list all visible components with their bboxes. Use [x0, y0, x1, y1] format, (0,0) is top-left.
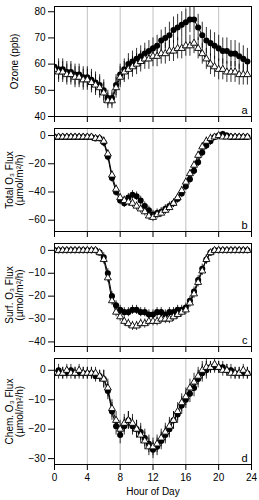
svg-text:−60: −60 — [29, 214, 46, 225]
svg-text:70: 70 — [34, 32, 46, 43]
svg-text:20: 20 — [213, 472, 225, 483]
svg-text:−20: −20 — [29, 423, 46, 434]
svg-text:Surf. O₃ Flux(µmol/m²/h): Surf. O₃ Flux(µmol/m²/h) — [4, 266, 25, 323]
svg-text:−40: −40 — [29, 336, 46, 347]
svg-text:−40: −40 — [29, 186, 46, 197]
svg-text:d: d — [241, 452, 247, 464]
svg-text:0: 0 — [52, 472, 58, 483]
svg-text:0: 0 — [40, 245, 46, 256]
svg-text:−10: −10 — [29, 267, 46, 278]
svg-text:−20: −20 — [29, 158, 46, 169]
svg-text:60: 60 — [34, 58, 46, 69]
svg-text:−20: −20 — [29, 290, 46, 301]
svg-text:−10: −10 — [29, 394, 46, 405]
svg-text:c: c — [242, 334, 248, 346]
svg-text:4: 4 — [85, 472, 91, 483]
svg-text:Total O₃ Flux(µmol/m²/h): Total O₃ Flux(µmol/m²/h) — [4, 151, 25, 208]
svg-text:a: a — [241, 104, 248, 116]
svg-text:−30: −30 — [29, 313, 46, 324]
svg-text:8: 8 — [117, 472, 123, 483]
svg-text:−30: −30 — [29, 453, 46, 464]
svg-text:Hour of Day: Hour of Day — [126, 486, 179, 497]
svg-text:80: 80 — [34, 6, 46, 17]
svg-text:24: 24 — [246, 472, 258, 483]
svg-text:16: 16 — [180, 472, 192, 483]
svg-text:40: 40 — [34, 111, 46, 122]
svg-text:Ozone (ppb): Ozone (ppb) — [9, 34, 20, 90]
svg-text:Chem. O₃ Flux(µmol/m²/h): Chem. O₃ Flux(µmol/m²/h) — [4, 379, 25, 445]
svg-text:0: 0 — [40, 130, 46, 141]
svg-text:12: 12 — [147, 472, 159, 483]
svg-text:50: 50 — [34, 85, 46, 96]
svg-text:0: 0 — [40, 364, 46, 375]
svg-text:b: b — [241, 219, 247, 231]
